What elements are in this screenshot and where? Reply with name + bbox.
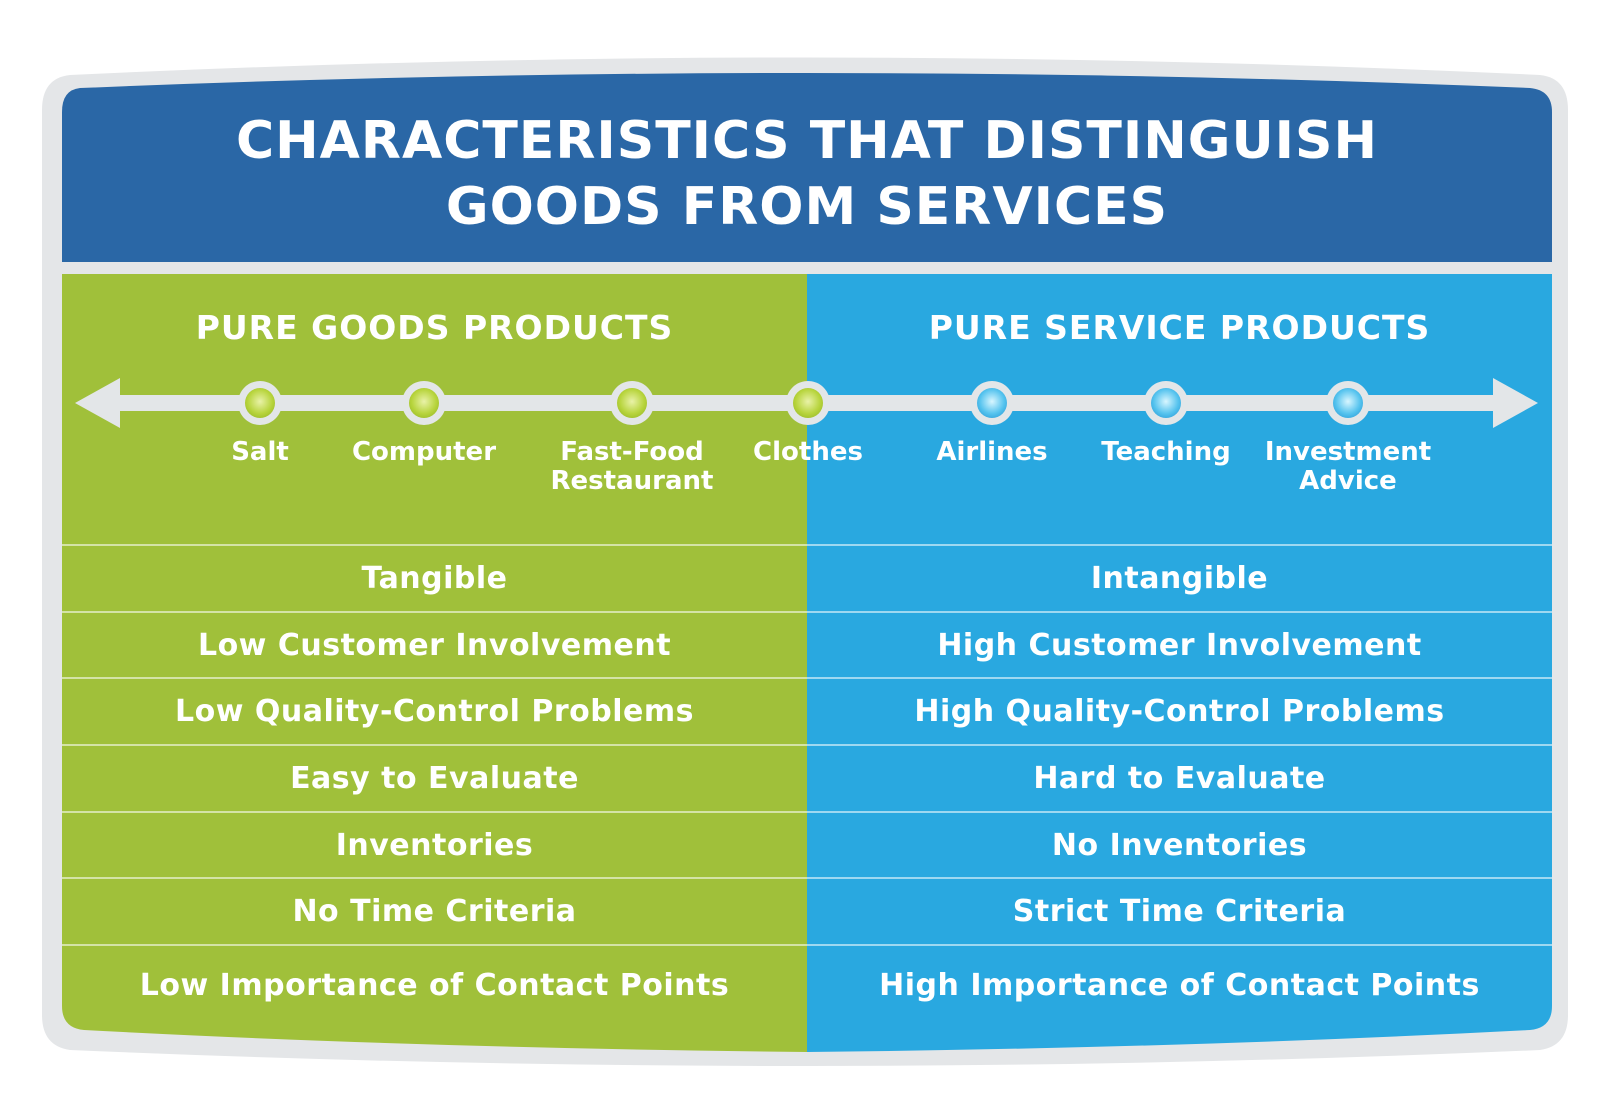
services-column-heading: PURE SERVICE PRODUCTS (928, 308, 1431, 347)
diagram-title: CHARACTERISTICS THAT DISTINGUISH GOODS F… (62, 108, 1552, 240)
continuum-node-core (793, 388, 823, 418)
continuum-node-core (409, 388, 439, 418)
continuum-label: Teaching (1101, 437, 1231, 467)
title-line-1: CHARACTERISTICS THAT DISTINGUISH (235, 111, 1378, 171)
continuum-node-goods (786, 381, 830, 425)
continuum-label: Computer (351, 437, 497, 467)
services-panel (807, 274, 1552, 1052)
continuum-node-services (1144, 381, 1188, 425)
continuum-node-core (1333, 388, 1363, 418)
continuum-node-goods (238, 381, 282, 425)
goods-panel (62, 274, 807, 1052)
services-characteristic: High Quality-Control Problems (914, 693, 1445, 729)
row-divider (62, 677, 1552, 679)
header-band (62, 73, 1552, 262)
goods-characteristic: Inventories (335, 827, 534, 863)
right-arrowhead (1493, 378, 1538, 428)
continuum-label: Salt (231, 437, 289, 467)
continuum-node-goods (610, 381, 654, 425)
continuum-node-core (1151, 388, 1181, 418)
continuum-node-services (1326, 381, 1370, 425)
goods-characteristic: Tangible (361, 560, 508, 596)
continuum-label: Airlines (936, 437, 1048, 467)
table-row: Inventories No Inventories (62, 812, 1552, 878)
table-row: Easy to Evaluate Hard to Evaluate (62, 745, 1552, 811)
goods-characteristic: Low Quality-Control Problems (175, 693, 694, 729)
continuum-label: Fast-Food Restaurant (550, 437, 714, 496)
table-row: Low Quality-Control Problems High Quality… (62, 678, 1552, 744)
left-arrowhead (75, 378, 120, 428)
goods-characteristic: Low Importance of Contact Points (139, 967, 730, 1003)
goods-characteristic: Easy to Evaluate (290, 760, 579, 796)
row-divider (62, 744, 1552, 746)
goods-characteristic: Low Customer Involvement (197, 627, 672, 663)
services-characteristic: High Customer Involvement (937, 627, 1422, 663)
continuum-node-services (970, 381, 1014, 425)
services-characteristic: Strict Time Criteria (1012, 893, 1347, 929)
row-divider (62, 544, 1552, 546)
continuum-node-core (617, 388, 647, 418)
table-row: Tangible Intangible (62, 545, 1552, 611)
continuum-label: Clothes (753, 437, 863, 467)
product-continuum: Salt Computer Fast-Food Restaurant Clothes A… (231, 381, 1432, 496)
continuum-node-core (245, 388, 275, 418)
row-divider (62, 811, 1552, 813)
row-divider (62, 944, 1552, 946)
continuum-node-goods (402, 381, 446, 425)
continuum-label: Investment Advice (1264, 437, 1432, 496)
goods-column-heading: PURE GOODS PRODUCTS (195, 308, 674, 347)
table-row: Low Importance of Contact Points High Imp… (62, 945, 1552, 1025)
services-characteristic: High Importance of Contact Points (879, 967, 1480, 1003)
services-characteristic: Hard to Evaluate (1033, 760, 1326, 796)
title-line-2: GOODS FROM SERVICES (445, 177, 1169, 237)
goods-characteristic: No Time Criteria (292, 893, 577, 929)
row-divider (62, 611, 1552, 613)
table-row: No Time Criteria Strict Time Criteria (62, 878, 1552, 944)
row-divider (62, 877, 1552, 879)
table-row: Low Customer Involvement High Customer In… (62, 612, 1552, 678)
continuum-node-core (977, 388, 1007, 418)
services-characteristic: No Inventories (1051, 827, 1308, 863)
services-characteristic: Intangible (1090, 560, 1269, 596)
